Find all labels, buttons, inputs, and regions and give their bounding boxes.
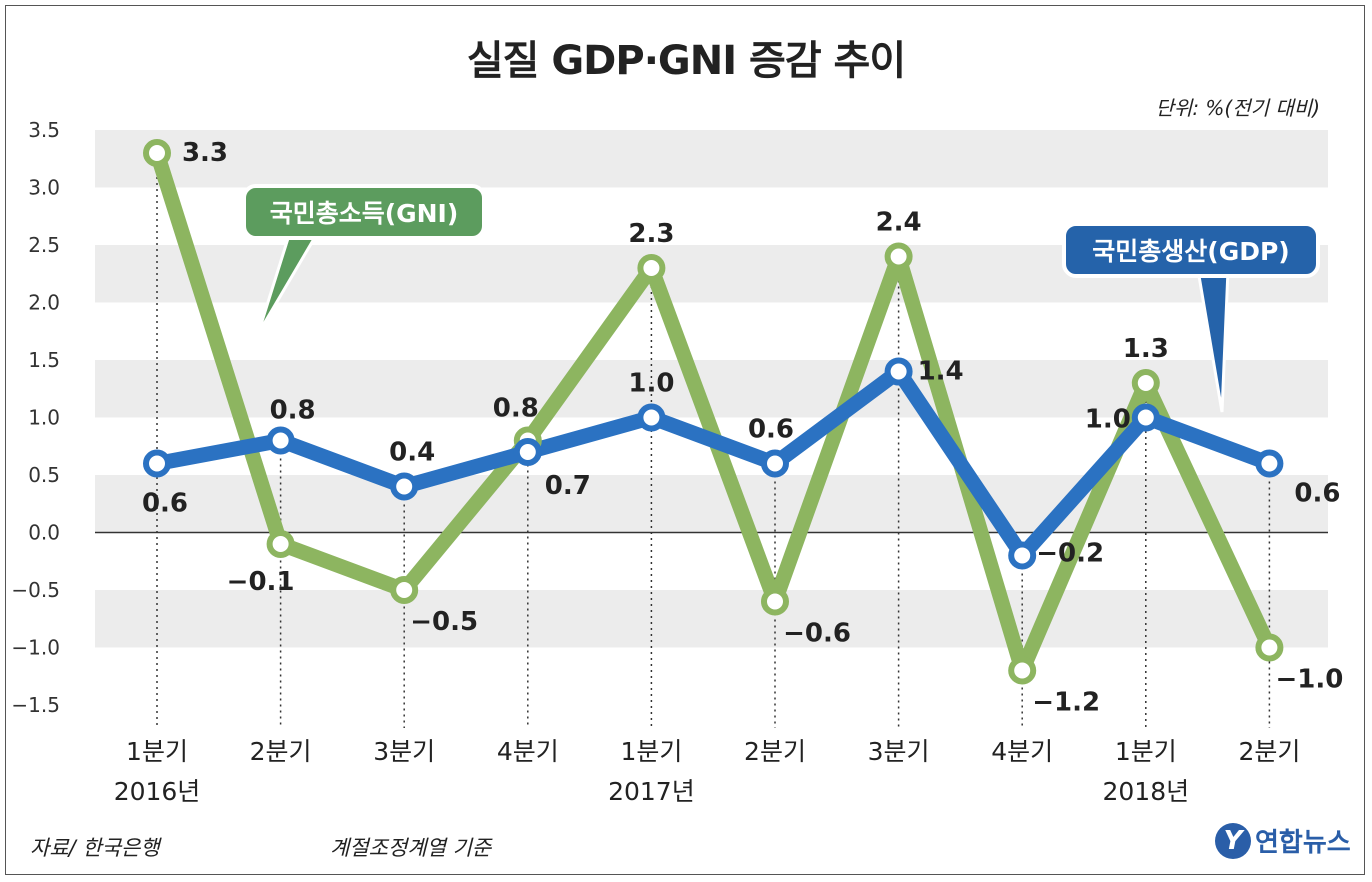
gni-callout-label: 국민총소득(GNI) (270, 199, 459, 228)
gdp-data-label: 0.4 (389, 438, 435, 468)
y-tick-label: 2.5 (28, 233, 60, 257)
gni-point (266, 530, 295, 558)
gdp-data-label: 0.6 (748, 415, 794, 445)
y-tick-label: 1.0 (28, 406, 60, 430)
gdp-point (143, 449, 171, 478)
gdp-point (390, 472, 419, 501)
gdp-point (1255, 449, 1284, 478)
gni-point (1255, 633, 1284, 662)
gni-point (1008, 656, 1037, 685)
x-tick-label: 4분기 (497, 737, 559, 766)
gni-data-label: −1.0 (1275, 665, 1343, 695)
note-label: 계절조정계열 기준 (330, 836, 492, 860)
y-tick-label: 3.5 (28, 118, 60, 142)
grid-band (95, 130, 1328, 188)
gdp-data-label: 1.0 (1085, 405, 1131, 435)
x-tick-label: 2분기 (1238, 737, 1300, 766)
gni-point (1131, 369, 1160, 397)
y-tick-label: 0.0 (28, 521, 60, 545)
source-label: 자료/ 한국은행 (30, 836, 160, 860)
x-tick-label: 3분기 (868, 737, 930, 766)
yonhap-logo-icon: Y (1215, 822, 1251, 859)
gni-data-label: −1.2 (1032, 688, 1100, 718)
year-label: 2016년 (114, 777, 201, 806)
x-tick-label: 2분기 (250, 737, 312, 766)
gdp-point (1131, 403, 1160, 432)
gdp-point (266, 426, 295, 455)
gni-data-label: 2.3 (628, 219, 674, 249)
gni-data-label: 3.3 (182, 138, 228, 168)
gdp-point (884, 357, 913, 386)
gdp-data-label: 0.6 (142, 489, 188, 519)
grid-band (95, 590, 1328, 648)
gni-callout-box (242, 184, 486, 240)
gni-point (884, 242, 913, 271)
x-tick-label: 2분기 (744, 737, 806, 766)
year-label: 2017년 (608, 777, 695, 806)
y-tick-label: 2.0 (28, 291, 60, 315)
x-tick-label: 4분기 (991, 737, 1053, 766)
gdp-data-label: 0.8 (270, 396, 316, 426)
y-tick-label: −1.0 (11, 636, 60, 660)
gni-point (637, 254, 666, 282)
grid-band (95, 360, 1328, 418)
gdp-line (149, 364, 1277, 563)
gdp-point (637, 403, 666, 432)
gdp-point (1008, 541, 1037, 570)
gni-data-label: 2.4 (876, 208, 922, 238)
y-tick-label: 1.5 (28, 348, 60, 372)
y-tick-label: −0.5 (11, 578, 60, 602)
gni-data-label: −0.6 (783, 619, 851, 649)
gni-point (761, 587, 789, 616)
yonhap-logo-text: 연합뉴스 (1255, 828, 1351, 858)
chart-title: 실질 GDP·GNI 증감 추이 (466, 38, 906, 84)
gni-data-label: 0.8 (493, 394, 539, 424)
x-tick-label: 1분기 (620, 737, 682, 766)
gdp-callout-box (1062, 222, 1320, 278)
y-tick-label: 3.0 (28, 176, 60, 200)
y-tick-label: −1.5 (11, 693, 60, 717)
gni-data-label: −0.5 (410, 607, 478, 637)
gni-point (390, 576, 419, 604)
x-tick-label: 1분기 (126, 737, 188, 766)
x-tick-label: 3분기 (373, 737, 435, 766)
gdp-data-label: 1.4 (918, 357, 964, 387)
gni-point (143, 139, 171, 167)
gdp-data-label: −0.2 (1036, 539, 1104, 569)
gdp-data-label: 1.0 (628, 369, 674, 399)
gdp-point (513, 438, 542, 466)
gdp-data-label: 0.6 (1294, 479, 1340, 509)
unit-label: 단위: %(전기 대비) (1155, 96, 1320, 120)
y-tick-label: 0.5 (28, 463, 60, 487)
x-tick-label: 1분기 (1115, 737, 1177, 766)
gni-data-label: −0.1 (227, 567, 295, 597)
gdp-callout-label: 국민총생산(GDP) (1092, 237, 1289, 266)
yonhap-logo: Y 연합뉴스 (1215, 822, 1351, 859)
gni-data-label: 1.3 (1123, 334, 1169, 364)
gdp-data-label: 0.7 (545, 471, 591, 501)
grid-band (95, 475, 1328, 533)
year-label: 2018년 (1102, 777, 1189, 806)
gdp-point (761, 449, 789, 478)
